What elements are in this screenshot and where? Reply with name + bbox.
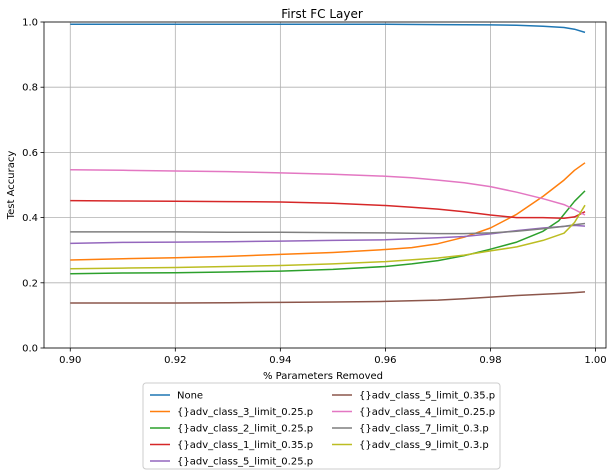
legend-label: {}adv_class_5_limit_0.35.p [359,391,495,402]
legend-label: {}adv_class_4_limit_0.25.p [359,407,495,418]
series-line-8 [70,204,586,270]
y-tick-label: 0.4 [22,213,38,224]
series-line-6 [70,168,586,216]
x-tick-label: 0.94 [269,355,291,366]
legend: None {}adv_class_3_limit_0.25.p {}adv_clas… [142,382,501,470]
x-tick-label: 0.90 [59,355,81,366]
chart-title: First FC Layer [281,7,363,21]
legend-label: {}adv_class_3_limit_0.25.p [177,407,313,418]
legend-label: {}adv_class_1_limit_0.35.p [177,440,313,451]
legend-label: None [177,391,203,402]
legend-label: {}adv_class_7_limit_0.3.p [359,424,489,435]
series-line-7 [70,222,586,235]
series-line-2 [70,190,586,275]
y-tick-label: 0.2 [22,278,38,289]
y-tick-label: 0.8 [22,83,38,94]
x-tick-label: 0.98 [479,355,501,366]
legend-label: {}adv_class_9_limit_0.3.p [359,440,489,451]
x-tick-label: 0.96 [374,355,396,366]
legend-label: {}adv_class_5_limit_0.25.p [177,457,313,468]
legend-label: {}adv_class_2_limit_0.25.p [177,424,313,435]
legend-box [142,382,501,470]
series-line-1 [70,162,586,261]
series-line-0 [70,23,586,34]
x-axis-title: % Parameters Removed [263,371,383,382]
y-tick-label: 1.0 [22,18,38,29]
series-line-5 [70,291,586,304]
series-line-3 [70,199,586,220]
y-tick-label: 0.0 [22,344,38,355]
plot-frame [43,21,607,349]
series-lines [70,23,586,304]
y-axis-title: Test Accuracy [6,151,17,221]
y-tick-label: 0.6 [22,148,38,159]
x-tick-label: 0.92 [164,355,186,366]
axis-ticks: 0.90 0.92 0.94 0.96 0.98 1.00 0.0 0.2 0.4 0.6 0.8 1… [22,18,607,367]
x-tick-label: 1.00 [584,355,606,366]
